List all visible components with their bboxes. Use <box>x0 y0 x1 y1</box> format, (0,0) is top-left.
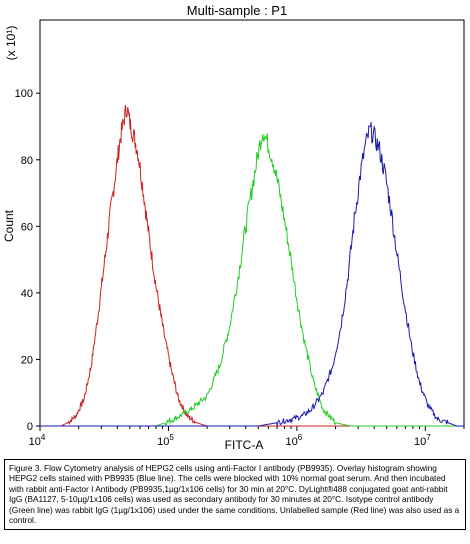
y-tick-label: 100 <box>15 88 33 100</box>
y-tick-label: 80 <box>21 155 33 167</box>
y-axis-ticks: 0 20 40 60 80 100 <box>15 88 40 433</box>
y-tick-label: 60 <box>21 221 33 233</box>
histogram-series-2 <box>40 133 464 427</box>
x-tick-label: 106 <box>286 433 303 448</box>
plot-frame <box>39 19 465 427</box>
histogram-series-1 <box>40 104 464 427</box>
x-tick-label: 104 <box>29 433 46 448</box>
y-axis-label: Count <box>2 209 16 242</box>
y-tick-label: 20 <box>21 354 33 366</box>
x-tick-label: 107 <box>414 433 431 448</box>
x-tick-label: 105 <box>157 433 174 448</box>
y-tick-label: 40 <box>21 288 33 300</box>
flow-cytometry-chart: Multi-sample : P1 (x 10¹) Count FITC-A 0… <box>2 3 465 452</box>
x-axis-label: FITC-A <box>225 438 264 452</box>
histogram-series-3 <box>40 122 464 427</box>
y-tick-label: 0 <box>27 421 33 433</box>
figure-caption: Figure 3. Flow Cytometry analysis of HEP… <box>4 459 466 531</box>
chart-title: Multi-sample : P1 <box>187 3 287 18</box>
histogram-series <box>40 104 464 427</box>
y-multiplier-label: (x 10¹) <box>4 26 18 61</box>
